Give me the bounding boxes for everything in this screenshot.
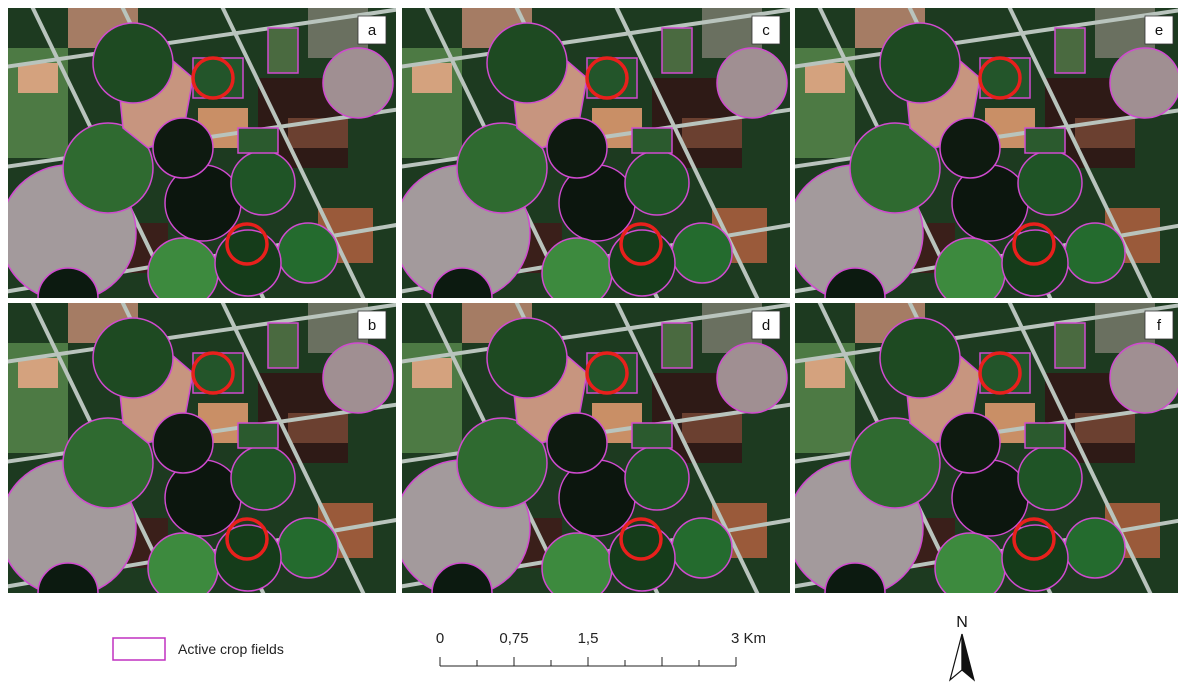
- panel-image: [785, 0, 1178, 328]
- panel-image: [785, 293, 1178, 623]
- north-arrow-left: [950, 634, 962, 680]
- panel-image: [392, 293, 802, 623]
- scale-label: 1,5: [578, 630, 599, 647]
- map-panel: c: [392, 0, 802, 328]
- panel-label: a: [368, 22, 377, 39]
- scale-label: 0: [436, 630, 444, 647]
- scale-label: 3 Km: [731, 630, 766, 647]
- scale-label: 0,75: [499, 630, 528, 647]
- panel-label: c: [762, 22, 770, 39]
- panel-image: [0, 0, 408, 328]
- scale-bar: [440, 657, 736, 666]
- scene-image: [785, 0, 1178, 328]
- map-panel: b: [0, 293, 408, 623]
- panel-label: b: [368, 317, 376, 334]
- figure: a c e b df Active crop fields 0 0,75 1,5 3 K…: [0, 0, 1178, 682]
- map-panel: f: [785, 293, 1178, 623]
- north-arrow-right: [962, 634, 974, 680]
- scene-image: [392, 293, 802, 623]
- scene-image: [0, 0, 408, 328]
- legend-swatch: [113, 638, 165, 660]
- map-panel: e: [785, 0, 1178, 328]
- scene-image: [0, 293, 408, 623]
- panel-label: d: [762, 317, 770, 334]
- panel-label: e: [1155, 22, 1163, 39]
- panel-image: [392, 0, 802, 328]
- scene-image: [392, 0, 802, 328]
- scene-image: [785, 293, 1178, 623]
- map-panel: a: [0, 0, 408, 328]
- panel-image: [0, 293, 408, 623]
- legend-label: Active crop fields: [178, 641, 284, 657]
- north-label: N: [956, 614, 968, 631]
- map-panel: d: [392, 293, 802, 623]
